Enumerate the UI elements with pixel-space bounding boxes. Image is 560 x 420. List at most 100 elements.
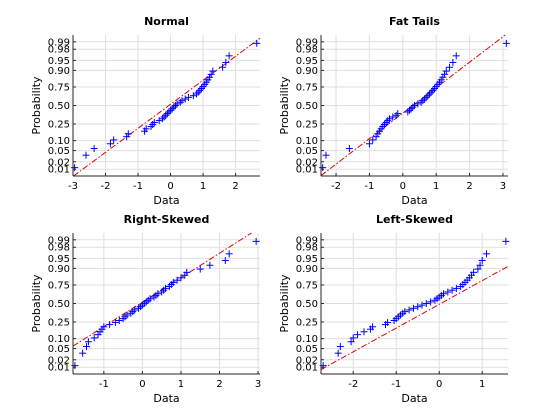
data-point <box>322 151 330 159</box>
x-axis-label: Data <box>153 392 179 405</box>
data-point <box>389 113 397 121</box>
data-point <box>146 295 154 303</box>
data-point <box>84 338 92 346</box>
data-point <box>452 52 460 60</box>
data-point <box>184 93 192 101</box>
subplot-fat-tails: -2 -1 0 1 2 3 0.010.020.050.10 0.25 0.50 0.75 0.90… <box>278 15 510 207</box>
data-point <box>252 237 260 245</box>
data-point <box>206 73 214 81</box>
y-tick-label: 0.01 <box>296 165 318 176</box>
data-point <box>421 95 429 103</box>
y-tick-label: 0.02 <box>296 157 318 168</box>
data-point <box>426 90 434 98</box>
y-tick-label: 0.50 <box>296 101 318 112</box>
data-point <box>478 256 486 264</box>
reference-line <box>73 37 261 177</box>
data-point <box>71 362 79 370</box>
data-point <box>163 110 171 118</box>
x-tick-label: 3 <box>500 181 506 192</box>
data-point <box>334 349 342 357</box>
data-point <box>414 100 422 108</box>
data-point <box>173 276 181 284</box>
y-tick-label: 0.75 <box>296 83 318 94</box>
x-tick-label: 0 <box>400 181 406 192</box>
data-point <box>349 334 357 342</box>
data-point <box>129 308 137 316</box>
data-point <box>90 145 98 153</box>
data-point <box>177 274 185 282</box>
y-tick-label: 0.05 <box>48 146 70 157</box>
data-point <box>155 117 163 125</box>
y-tick-label: 0.25 <box>48 317 70 328</box>
data-point <box>419 97 427 105</box>
data-point <box>404 108 412 116</box>
x-tick-label: -1 <box>364 181 374 192</box>
data-point <box>221 256 229 264</box>
chart-title: Right-Skewed <box>124 213 210 226</box>
y-tick-label: 0.05 <box>296 146 318 157</box>
y-axis-label: Probability <box>30 76 43 135</box>
data-point <box>502 39 510 47</box>
x-tick-label: 1 <box>479 379 485 390</box>
y-tick-label: 0.99 <box>296 37 318 48</box>
data-point <box>411 102 418 109</box>
data-point <box>483 250 491 258</box>
data-point <box>372 133 380 141</box>
data-point <box>142 298 150 306</box>
data-point <box>360 328 368 336</box>
data-point <box>189 92 197 100</box>
grid <box>321 233 508 374</box>
data-point <box>71 164 79 172</box>
data-point <box>405 306 413 314</box>
data-point <box>476 261 484 269</box>
data-point <box>142 125 150 133</box>
data-point <box>369 136 377 144</box>
y-tick-label: 0.10 <box>296 334 318 345</box>
data-point <box>168 105 176 113</box>
data-point <box>418 301 426 309</box>
x-tick-label: 3 <box>255 379 261 390</box>
data-point <box>178 97 186 105</box>
x-tick-label: 0 <box>139 379 145 390</box>
data-point <box>429 86 437 94</box>
x-tick-label: -2 <box>101 181 111 192</box>
data-point <box>222 58 230 66</box>
data-point <box>209 67 217 75</box>
data-points <box>319 237 510 370</box>
data-point <box>354 331 362 339</box>
data-point <box>181 95 189 103</box>
data-point <box>345 145 353 153</box>
y-tick-label: 0.95 <box>296 56 318 67</box>
data-points <box>71 237 260 370</box>
data-point <box>158 115 166 123</box>
data-point <box>474 265 482 273</box>
x-tick-label: 1 <box>200 181 206 192</box>
data-point <box>124 130 132 138</box>
data-point <box>427 298 435 306</box>
data-point <box>470 268 478 276</box>
y-axis-label: Probability <box>30 274 43 333</box>
data-point <box>170 103 178 111</box>
y-tick-label: 0.10 <box>296 136 318 147</box>
y-tick-label: 0.25 <box>48 119 70 130</box>
data-point <box>439 73 447 81</box>
data-point <box>123 133 131 141</box>
data-point <box>106 140 114 148</box>
y-tick-label: 0.10 <box>48 334 70 345</box>
y-tick-label: 0.99 <box>48 37 70 48</box>
y-tick-label: 0.01 <box>48 165 70 176</box>
y-tick-label: 0.99 <box>48 235 70 246</box>
data-point <box>414 303 422 311</box>
x-tick-label: 2 <box>232 181 238 192</box>
data-point <box>225 52 233 60</box>
data-point <box>444 288 452 296</box>
y-tick-label: 0.02 <box>48 355 70 366</box>
y-tick-label: 0.02 <box>48 157 70 168</box>
y-tick-label: 0.98 <box>48 45 70 56</box>
data-point <box>196 265 204 273</box>
x-tick-label: 2 <box>466 181 472 192</box>
data-point <box>150 293 158 301</box>
x-axis-label: Data <box>153 194 179 207</box>
data-point <box>253 39 261 47</box>
data-point <box>442 67 450 75</box>
